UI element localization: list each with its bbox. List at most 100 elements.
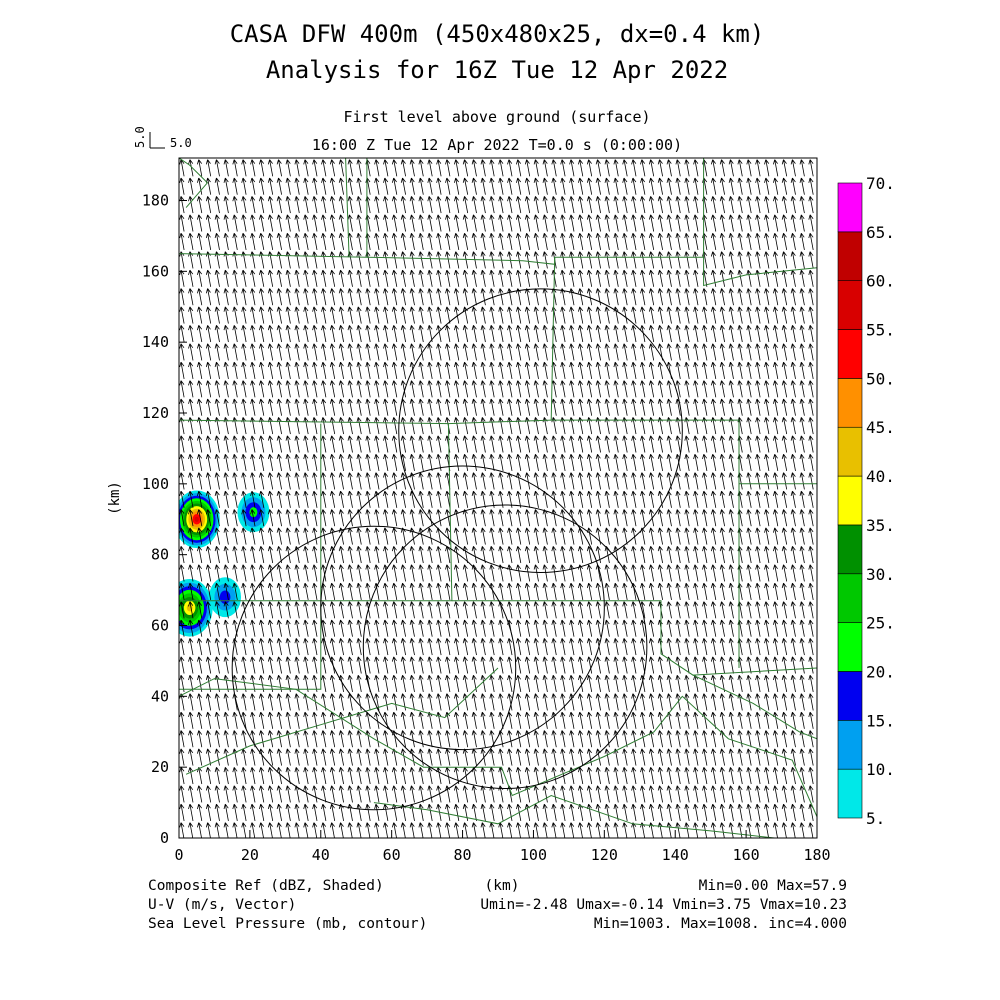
wind-vector xyxy=(684,196,690,214)
wind-vector xyxy=(710,509,717,527)
wind-vector xyxy=(321,269,327,287)
wind-vector xyxy=(480,453,486,471)
wind-vector xyxy=(329,822,335,838)
wind-vector xyxy=(400,711,406,729)
wind-vector xyxy=(436,472,442,490)
wind-vector xyxy=(604,232,610,250)
wind-vector xyxy=(702,822,708,838)
wind-vector xyxy=(498,674,504,692)
wind-vector xyxy=(454,380,460,398)
wind-vector xyxy=(808,361,814,379)
wind-vector xyxy=(675,325,681,343)
wind-vector xyxy=(542,527,548,545)
wind-vector xyxy=(383,196,389,214)
wind-vector xyxy=(356,693,362,711)
wind-vector xyxy=(400,325,406,343)
wind-vector xyxy=(595,785,601,803)
wind-vector xyxy=(773,453,779,471)
wind-vector xyxy=(498,269,504,287)
wind-vector xyxy=(329,251,336,269)
wind-vector xyxy=(773,472,779,490)
wind-vector xyxy=(197,269,203,287)
wind-vector xyxy=(702,509,708,527)
wind-vector xyxy=(755,325,761,343)
wind-vector xyxy=(640,269,646,287)
wind-vector xyxy=(648,803,655,821)
wind-vector xyxy=(303,177,309,195)
wind-vector xyxy=(648,656,655,674)
wind-vector xyxy=(746,601,752,619)
wind-vector xyxy=(312,306,318,324)
wind-vector xyxy=(427,619,433,637)
wind-vector xyxy=(728,288,734,306)
wind-vector xyxy=(773,730,779,748)
wind-vector xyxy=(418,325,424,343)
wind-vector xyxy=(507,748,513,766)
wind-vector xyxy=(675,269,681,287)
wind-vector xyxy=(693,527,699,545)
wind-vector xyxy=(640,582,646,600)
wind-vector xyxy=(312,656,318,674)
wind-vector xyxy=(250,398,256,416)
wind-vector xyxy=(640,546,646,564)
wind-vector xyxy=(799,638,805,656)
wind-vector xyxy=(445,619,451,637)
wind-vector xyxy=(507,361,513,379)
wind-vector xyxy=(489,453,495,471)
wind-vector xyxy=(347,619,353,637)
plot-frame xyxy=(178,157,818,839)
wind-vector xyxy=(551,711,557,729)
wind-vector xyxy=(578,196,584,214)
wind-vector xyxy=(267,306,274,324)
wind-vector xyxy=(205,564,212,582)
wind-vector xyxy=(613,453,619,471)
wind-vector xyxy=(454,767,460,785)
wind-vector xyxy=(808,730,814,748)
wind-vector xyxy=(454,619,460,637)
wind-vector xyxy=(648,177,655,195)
colorbar-label: 60. xyxy=(866,272,895,291)
wind-vector xyxy=(241,619,247,637)
wind-vector xyxy=(418,159,424,177)
wind-vector xyxy=(693,453,699,471)
wind-vector xyxy=(205,398,212,416)
wind-vector xyxy=(409,711,415,729)
wind-vector xyxy=(666,325,672,343)
wind-vector xyxy=(702,325,708,343)
wind-vector xyxy=(276,822,282,838)
wind-vector xyxy=(781,527,788,545)
wind-vector xyxy=(790,674,796,692)
wind-vector xyxy=(710,638,717,656)
wind-vector xyxy=(312,472,318,490)
wind-vector xyxy=(560,325,566,343)
wind-vector xyxy=(516,251,522,269)
wind-vector xyxy=(702,693,708,711)
wind-vector xyxy=(648,196,655,214)
wind-vector xyxy=(285,748,291,766)
wind-vector xyxy=(338,417,344,435)
wind-vector xyxy=(799,343,805,361)
wind-vector xyxy=(631,693,637,711)
wind-vector xyxy=(604,380,610,398)
wind-vector xyxy=(471,380,477,398)
wind-vector xyxy=(755,674,761,692)
wind-vector xyxy=(250,325,256,343)
radar-range-ring xyxy=(362,504,648,790)
wind-vector xyxy=(666,214,672,232)
wind-vector xyxy=(586,472,593,490)
wind-vector xyxy=(436,177,442,195)
wind-vector xyxy=(595,306,601,324)
wind-vector xyxy=(710,785,717,803)
wind-vector xyxy=(312,380,318,398)
wind-vector xyxy=(604,325,610,343)
wind-vector xyxy=(489,711,495,729)
wind-vector xyxy=(409,214,415,232)
wind-vector xyxy=(197,380,203,398)
wind-vector xyxy=(684,177,690,195)
wind-vector xyxy=(773,638,779,656)
wind-vector xyxy=(560,785,566,803)
wind-vector xyxy=(799,582,805,600)
wind-vector xyxy=(666,730,672,748)
wind-vector xyxy=(365,767,371,785)
wind-vector xyxy=(586,435,593,453)
